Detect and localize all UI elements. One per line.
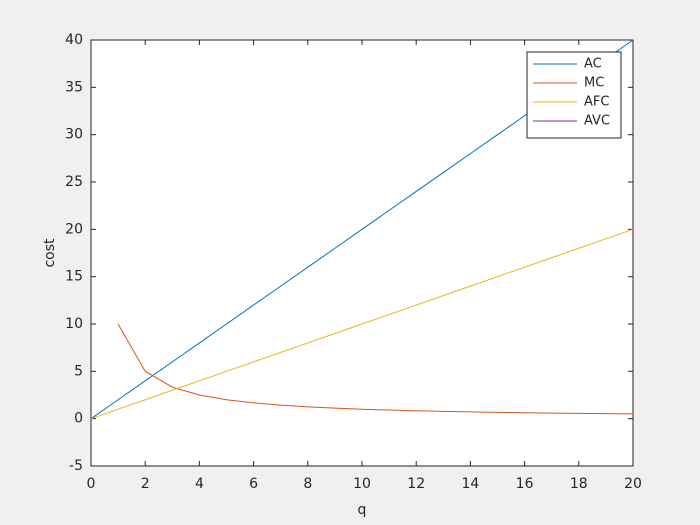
x-tick-label: 2 xyxy=(141,476,150,492)
legend-label: AFC xyxy=(584,95,609,110)
x-tick-label: 10 xyxy=(353,476,371,492)
x-tick-label: 4 xyxy=(195,476,204,492)
legend-label: AC xyxy=(584,57,602,72)
y-tick-label: 15 xyxy=(65,269,83,285)
x-tick-label: 6 xyxy=(249,476,258,492)
y-tick-label: 10 xyxy=(65,316,83,332)
legend-box xyxy=(526,51,622,139)
x-tick-label: 18 xyxy=(570,476,588,492)
y-tick-label: 0 xyxy=(74,411,83,427)
x-tick-label: 20 xyxy=(624,476,642,492)
x-tick-label: 8 xyxy=(303,476,312,492)
y-tick-label: 25 xyxy=(65,174,83,190)
legend-label: MC xyxy=(584,76,604,91)
x-tick-label: 16 xyxy=(516,476,534,492)
series-line xyxy=(90,228,634,420)
x-tick-label: 14 xyxy=(461,476,479,492)
y-tick-label: 20 xyxy=(65,221,83,237)
series-line xyxy=(117,323,634,415)
y-axis-label: cost xyxy=(42,238,58,268)
y-tick-label: -5 xyxy=(69,458,83,474)
x-tick-label: 0 xyxy=(87,476,96,492)
y-tick-label: 5 xyxy=(74,363,83,379)
y-tick-label: 30 xyxy=(65,127,83,143)
y-tick-label: 35 xyxy=(65,79,83,95)
legend-label: AVC xyxy=(584,114,610,129)
x-tick-label: 12 xyxy=(407,476,425,492)
x-axis-label: q xyxy=(358,502,367,518)
y-tick-label: 40 xyxy=(65,32,83,48)
